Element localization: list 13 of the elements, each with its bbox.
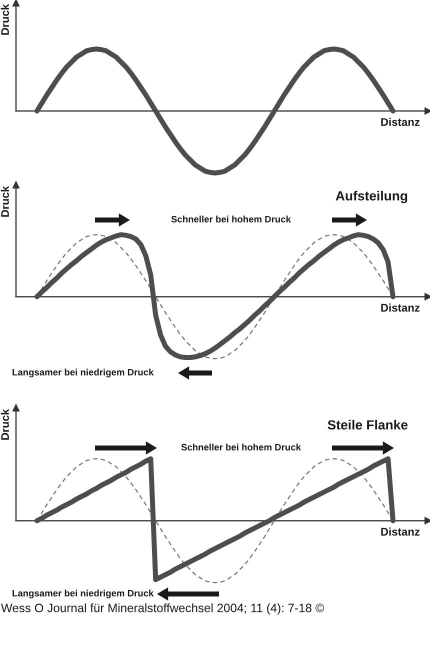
x-axis-title: Distanz	[381, 528, 420, 536]
y-axis-title: Druck	[0, 408, 9, 440]
x-axis-title: Distanz	[381, 118, 420, 126]
text: Langsamer bei niedrigem Druck	[12, 590, 154, 598]
y-axis-title: Druck	[0, 186, 9, 217]
x-axis-title: Distanz	[381, 304, 420, 312]
text: Schneller bei hohem Druck	[181, 444, 301, 450]
text: Wess O Journal für Mineralstoffwechsel 2004; 11 (4): 7-18 ©	[1, 603, 324, 615]
chart-title: Aufsteilung	[336, 190, 408, 204]
y-axis-title: Druck	[0, 4, 9, 35]
chart-title: Steile Flanke	[328, 420, 408, 430]
text: Schneller bei hohem Druck	[171, 216, 291, 222]
text: Langsamer bei niedrigem Druck	[12, 368, 154, 378]
